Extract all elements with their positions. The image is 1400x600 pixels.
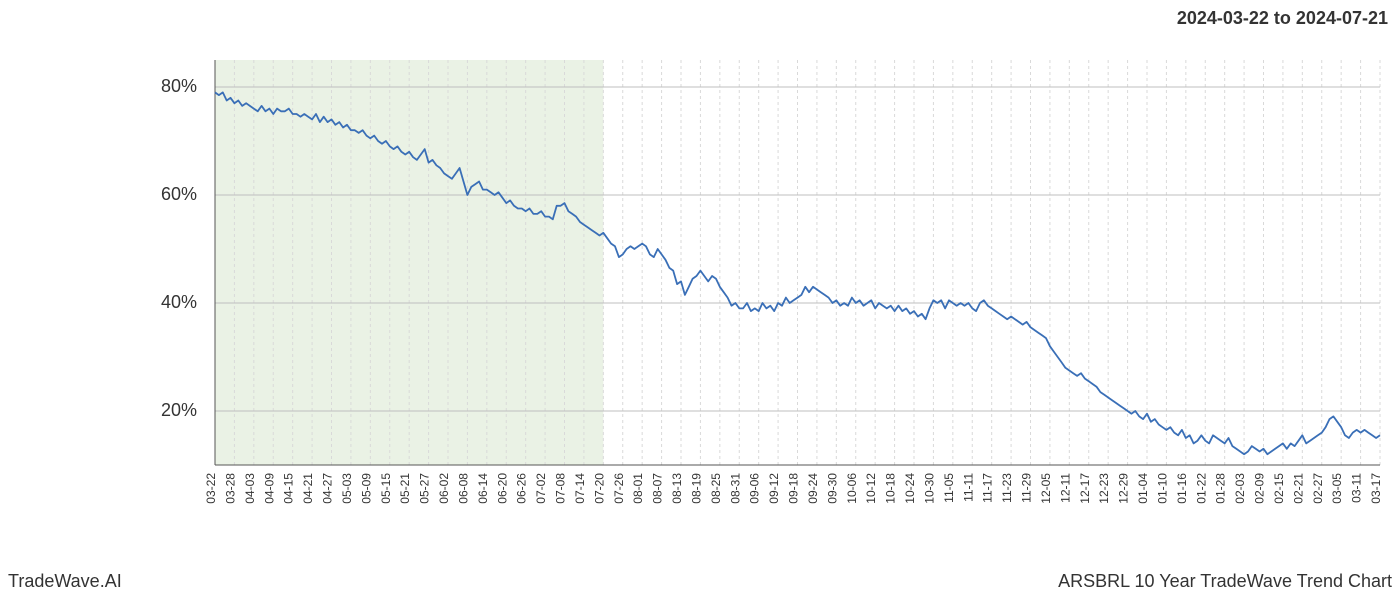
x-tick-label: 12-23 bbox=[1097, 473, 1111, 504]
x-tick-label: 05-15 bbox=[379, 473, 393, 504]
y-tick-label: 40% bbox=[161, 292, 197, 312]
x-tick-label: 01-22 bbox=[1194, 473, 1208, 504]
x-tick-label: 06-20 bbox=[495, 473, 509, 504]
chart-svg: 20% 40% 60% 80% 03-22 03-28 04-03 04-09 04-15 04-… bbox=[0, 50, 1400, 530]
x-tick-label: 12-17 bbox=[1078, 473, 1092, 504]
x-tick-label: 12-29 bbox=[1117, 473, 1131, 504]
x-tick-label: 07-02 bbox=[534, 473, 548, 504]
x-tick-label: 08-19 bbox=[689, 473, 703, 504]
x-tick-label: 04-21 bbox=[301, 473, 315, 504]
x-tick-label: 05-21 bbox=[398, 473, 412, 504]
brand-label: TradeWave.AI bbox=[8, 571, 122, 592]
x-tick-label: 09-12 bbox=[767, 473, 781, 504]
x-tick-label: 04-09 bbox=[262, 473, 276, 504]
x-tick-label: 09-18 bbox=[787, 473, 801, 504]
x-tick-label: 02-21 bbox=[1291, 473, 1305, 504]
x-tick-label: 02-03 bbox=[1233, 473, 1247, 504]
x-tick-label: 05-27 bbox=[418, 473, 432, 504]
chart-title: ARSBRL 10 Year TradeWave Trend Chart bbox=[1058, 571, 1392, 592]
x-tick-label: 09-24 bbox=[806, 473, 820, 504]
x-tick-label: 11-17 bbox=[981, 473, 995, 503]
x-tick-label: 07-26 bbox=[612, 473, 626, 504]
x-tick-label: 03-05 bbox=[1330, 473, 1344, 504]
x-tick-label: 10-12 bbox=[864, 473, 878, 504]
x-tick-label: 07-14 bbox=[573, 473, 587, 504]
x-tick-label: 05-03 bbox=[340, 473, 354, 504]
x-tick-label: 01-28 bbox=[1214, 473, 1228, 504]
x-tick-label: 04-15 bbox=[282, 473, 296, 504]
trend-chart: 20% 40% 60% 80% 03-22 03-28 04-03 04-09 04-15 04-… bbox=[0, 50, 1400, 530]
x-tick-label: 04-03 bbox=[243, 473, 257, 504]
x-tick-label: 01-04 bbox=[1136, 473, 1150, 504]
x-tick-label: 09-06 bbox=[748, 473, 762, 504]
date-range: 2024-03-22 to 2024-07-21 bbox=[1177, 8, 1388, 29]
x-tick-label: 08-07 bbox=[651, 473, 665, 504]
y-tick-label: 20% bbox=[161, 400, 197, 420]
x-tick-label: 08-31 bbox=[728, 473, 742, 504]
x-tick-label: 03-28 bbox=[223, 473, 237, 504]
x-tick-label: 09-30 bbox=[825, 473, 839, 504]
x-tick-label: 10-06 bbox=[845, 473, 859, 504]
x-tick-label: 11-29 bbox=[1020, 473, 1034, 503]
x-tick-label: 10-18 bbox=[884, 473, 898, 504]
x-tick-label: 11-23 bbox=[1000, 473, 1014, 503]
x-tick-label: 08-01 bbox=[631, 473, 645, 504]
x-tick-label: 03-22 bbox=[204, 473, 218, 504]
x-tick-label: 10-30 bbox=[922, 473, 936, 504]
x-tick-label: 01-10 bbox=[1155, 473, 1169, 504]
x-tick-label: 03-17 bbox=[1369, 473, 1383, 504]
x-tick-label: 06-14 bbox=[476, 473, 490, 504]
x-tick-label: 06-02 bbox=[437, 473, 451, 504]
y-tick-label: 80% bbox=[161, 76, 197, 96]
x-tick-label: 01-16 bbox=[1175, 473, 1189, 504]
x-tick-label: 12-11 bbox=[1058, 473, 1072, 503]
x-tick-label: 02-15 bbox=[1272, 473, 1286, 504]
x-tick-label: 05-09 bbox=[359, 473, 373, 504]
x-tick-label: 06-08 bbox=[456, 473, 470, 504]
x-tick-label: 08-25 bbox=[709, 473, 723, 504]
x-tick-label: 04-27 bbox=[321, 473, 335, 504]
x-tick-label: 11-11 bbox=[961, 473, 975, 502]
x-tick-label: 02-27 bbox=[1311, 473, 1325, 504]
x-tick-label: 10-24 bbox=[903, 473, 917, 504]
x-tick-label: 12-05 bbox=[1039, 473, 1053, 504]
x-tick-label: 07-20 bbox=[592, 473, 606, 504]
x-tick-label: 08-13 bbox=[670, 473, 684, 504]
x-tick-label: 03-11 bbox=[1350, 473, 1364, 503]
y-tick-label: 60% bbox=[161, 184, 197, 204]
x-tick-label: 07-08 bbox=[554, 473, 568, 504]
x-tick-label: 02-09 bbox=[1253, 473, 1267, 504]
x-tick-label: 11-05 bbox=[942, 473, 956, 503]
x-tick-label: 06-26 bbox=[515, 473, 529, 504]
